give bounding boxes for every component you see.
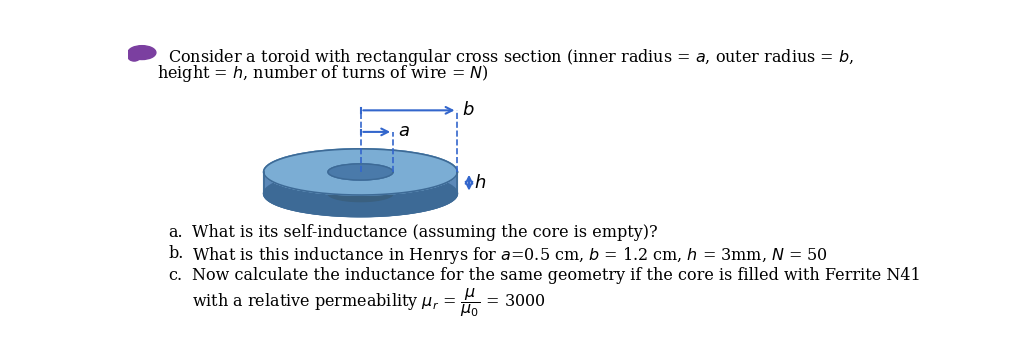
Text: a.: a. — [168, 224, 183, 240]
Ellipse shape — [328, 164, 393, 180]
Text: b.: b. — [168, 245, 183, 262]
Text: $a$: $a$ — [397, 122, 410, 140]
Text: with a relative permeability $\mu_r$ = $\dfrac{\mu}{\mu_0}$ = 3000: with a relative permeability $\mu_r$ = $… — [191, 286, 545, 319]
Text: What is this inductance in Henrys for $a$=0.5 cm, $b$ = 1.2 cm, $h$ = 3mm, $N$ =: What is this inductance in Henrys for $a… — [191, 245, 827, 266]
Ellipse shape — [263, 149, 458, 195]
Text: What is its self-inductance (assuming the core is empty)?: What is its self-inductance (assuming th… — [191, 224, 657, 240]
Text: $b$: $b$ — [462, 101, 474, 119]
Ellipse shape — [316, 161, 404, 183]
Text: c.: c. — [168, 267, 182, 284]
Polygon shape — [263, 172, 458, 216]
Ellipse shape — [263, 149, 458, 195]
Ellipse shape — [128, 46, 156, 60]
Polygon shape — [328, 172, 393, 201]
Ellipse shape — [128, 52, 140, 61]
Ellipse shape — [263, 149, 458, 195]
Ellipse shape — [328, 164, 393, 180]
Ellipse shape — [263, 170, 458, 216]
Text: $h$: $h$ — [474, 174, 486, 192]
Text: Consider a toroid with rectangular cross section (inner radius = $a$, outer radi: Consider a toroid with rectangular cross… — [168, 47, 854, 68]
Text: height = $h$, number of turns of wire = $N$): height = $h$, number of turns of wire = … — [158, 63, 489, 84]
Text: Now calculate the inductance for the same geometry if the core is filled with Fe: Now calculate the inductance for the sam… — [191, 267, 921, 284]
